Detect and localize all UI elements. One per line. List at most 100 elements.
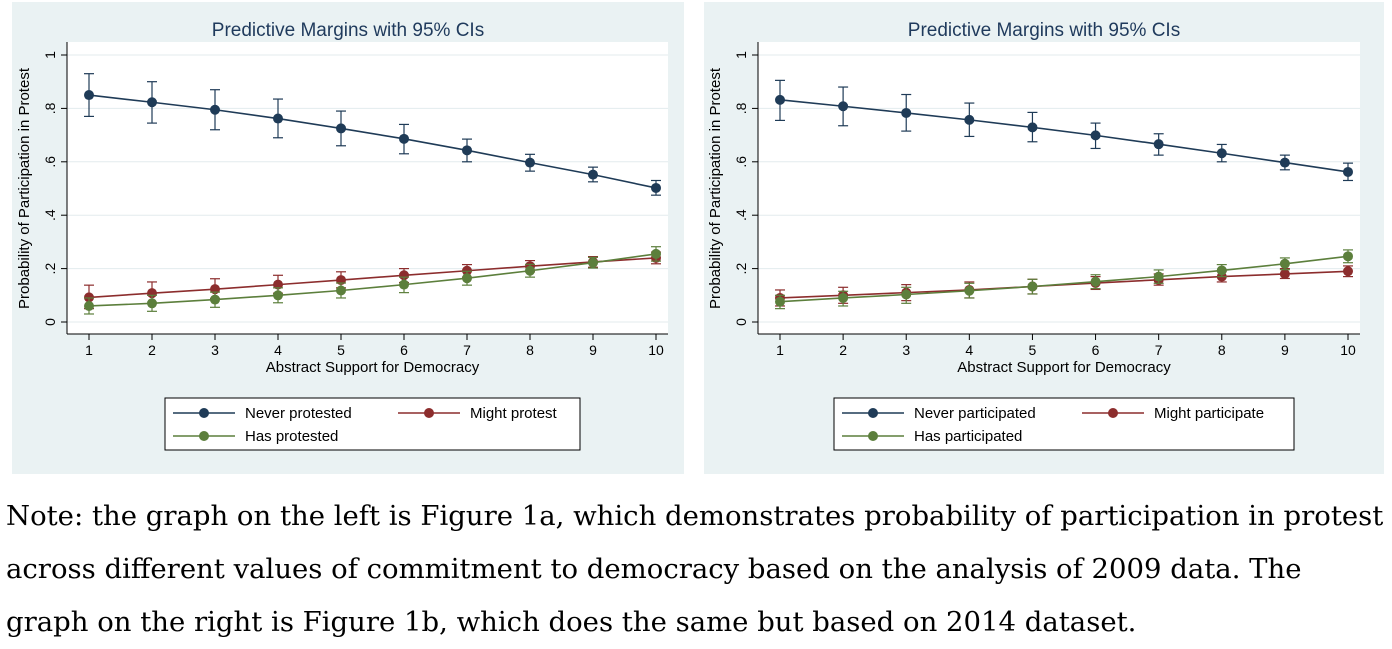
legend-marker: [1108, 408, 1118, 418]
series-3: [84, 246, 661, 315]
y-axis-label: Probability of Participation in Protest: [16, 67, 33, 309]
legend-marker: [199, 408, 209, 418]
data-point: [838, 101, 849, 112]
figure-1a-chart: 0 .2 .4 .6 .8 1 1 2 3 4 5 6 7 8 9 10 Abstract Support fo…: [16, 42, 668, 451]
legend-marker: [868, 408, 878, 418]
legend-label: Might participate: [1154, 405, 1264, 422]
legend: Never protested Might protest Has proteste…: [164, 397, 581, 451]
data-point: [147, 97, 157, 108]
series-1: [84, 73, 661, 196]
data-point: [901, 289, 912, 300]
data-point: [84, 300, 94, 311]
legend-marker: [868, 431, 878, 441]
series-line: [88, 94, 657, 189]
series-line: [779, 255, 1349, 303]
y-tick-label: .8: [42, 102, 58, 114]
x-tick-label: 5: [337, 342, 345, 358]
data-point: [336, 285, 346, 296]
x-tick-label: 2: [839, 342, 847, 358]
data-point: [964, 285, 975, 296]
x-tick-label: 5: [1029, 342, 1037, 358]
x-axis-label: Abstract Support for Democracy: [957, 359, 1171, 376]
x-tick-label: 3: [902, 342, 910, 358]
x-tick-label: 6: [1092, 342, 1100, 358]
data-point: [1027, 281, 1038, 292]
x-tick-label: 4: [274, 342, 282, 358]
x-axis-label: Abstract Support for Democracy: [266, 359, 480, 376]
legend-label: Never protested: [245, 405, 352, 422]
legend-label: Has participated: [914, 428, 1022, 445]
data-point: [1343, 266, 1353, 277]
legend-box: [164, 397, 581, 451]
data-point: [399, 270, 409, 281]
legend-label: Might protest: [470, 405, 558, 422]
data-point: [1279, 157, 1290, 168]
legend: Never participated Might participate Has p…: [833, 397, 1295, 451]
series-line: [88, 257, 657, 299]
legend-box: [833, 397, 1295, 451]
y-tick-label: 1: [42, 51, 58, 59]
data-point: [399, 133, 409, 144]
y-tick-label: .4: [733, 209, 749, 221]
y-axis-label: Probability of Participation in Protest: [707, 67, 724, 309]
data-point: [588, 169, 598, 180]
data-point: [336, 123, 346, 134]
data-point: [525, 265, 535, 276]
legend-marker: [199, 431, 209, 441]
data-point: [525, 157, 535, 168]
y-tick-label: 1: [733, 51, 749, 59]
data-point: [210, 104, 220, 115]
data-point: [273, 290, 283, 301]
x-tick-label: 10: [1340, 342, 1356, 358]
x-tick-label: 9: [589, 342, 597, 358]
data-point: [462, 273, 472, 284]
data-point: [1153, 271, 1164, 282]
figure-1b-chart: 0 .2 .4 .6 .8 1 1 2 3 4 5 6 7 8 9 10 Abstract Support fo…: [707, 42, 1360, 451]
plot-area: [67, 42, 668, 334]
x-tick-label: 1: [776, 342, 784, 358]
y-tick-label: 0: [733, 318, 749, 326]
data-point: [901, 107, 912, 118]
x-tick-label: 2: [148, 342, 156, 358]
x-tick-label: 9: [1281, 342, 1289, 358]
data-point: [651, 182, 661, 193]
x-tick-label: 7: [1155, 342, 1163, 358]
legend-marker: [424, 408, 434, 418]
chart-title: Predictive Margins with 95% CIs: [211, 20, 485, 41]
data-point: [462, 145, 472, 156]
chart-title: Predictive Margins with 95% CIs: [907, 20, 1181, 41]
y-tick-label: .6: [42, 156, 58, 168]
x-tick-label: 6: [400, 342, 408, 358]
data-point: [273, 113, 283, 124]
legend-label: Has protested: [245, 428, 338, 445]
y-tick-label: .2: [42, 263, 58, 275]
series-3: [775, 249, 1353, 310]
x-tick-label: 10: [648, 342, 664, 358]
data-point: [1279, 258, 1290, 269]
x-tick-label: 3: [211, 342, 219, 358]
data-point: [775, 296, 785, 307]
y-tick-label: .4: [42, 209, 58, 221]
data-point: [1153, 139, 1164, 150]
x-tick-label: 7: [463, 342, 471, 358]
series-line: [88, 253, 657, 307]
series-line: [779, 99, 1349, 173]
data-point: [84, 90, 94, 101]
data-point: [651, 248, 661, 259]
series-1: [775, 79, 1353, 182]
plot-area: [758, 42, 1360, 334]
data-point: [273, 279, 283, 290]
data-point: [1027, 122, 1038, 133]
data-point: [399, 279, 409, 290]
data-point: [838, 292, 849, 303]
figure-1a-panel: Predictive Margins with 95% CIs 0 .2 .4 .6.…: [12, 2, 684, 474]
x-tick-label: 8: [526, 342, 534, 358]
y-tick-label: 0: [42, 318, 58, 326]
data-point: [147, 298, 157, 309]
y-tick-label: .8: [733, 102, 749, 114]
data-point: [964, 114, 975, 125]
x-tick-label: 8: [1218, 342, 1226, 358]
figure-1b-panel: Predictive Margins with 95% CIs 0 .2 .4 .6.…: [704, 2, 1384, 474]
data-point: [1216, 148, 1227, 159]
data-point: [588, 257, 598, 268]
